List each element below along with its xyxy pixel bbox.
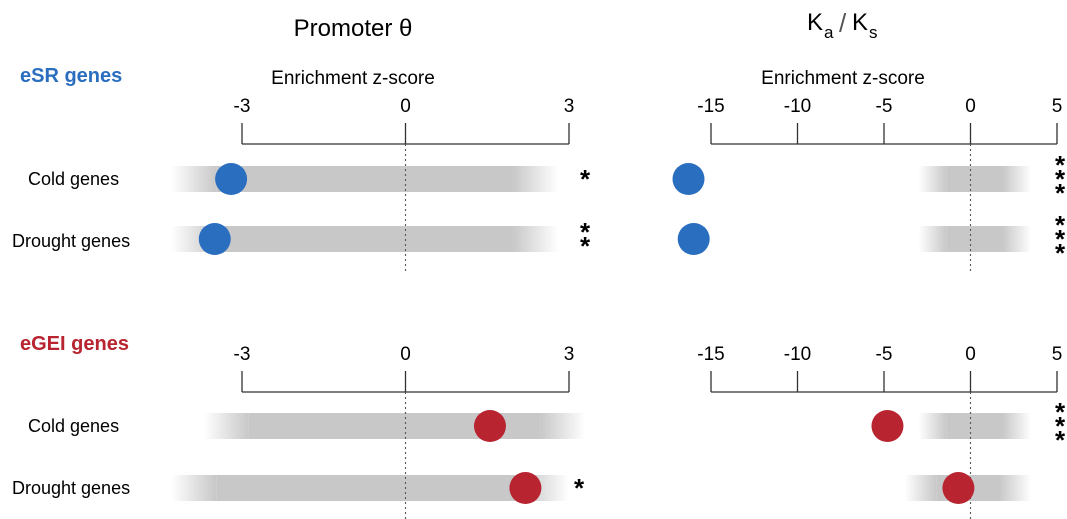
null-bar-core: [946, 413, 1003, 439]
x-tick-label: 3: [564, 344, 575, 365]
null-bar-fade-right: [1002, 166, 1032, 192]
significance-label: ***: [1055, 210, 1066, 268]
null-bar-fade-left: [918, 413, 947, 439]
null-bar: [918, 166, 1032, 192]
null-bar-core: [216, 166, 514, 192]
significance-star: *: [1055, 178, 1066, 208]
significance-label: *: [580, 164, 591, 194]
x-tick-label: 3: [564, 96, 575, 117]
null-bar-fade-right: [540, 413, 586, 439]
null-bar-fade-left: [918, 226, 947, 252]
data-point: [215, 163, 248, 195]
significance-star: *: [1055, 150, 1066, 180]
null-bar-fade-right: [1002, 226, 1032, 252]
null-bar-fade-left: [171, 166, 217, 192]
null-bar-fade-left: [203, 413, 249, 439]
panel-1: -3 0 3***: [171, 96, 591, 272]
significance-star: *: [1055, 238, 1066, 268]
kaks-slash: /: [839, 8, 847, 38]
panel-2: -15 -10 -5 0 5******: [672, 96, 1066, 272]
significance-star: *: [580, 231, 591, 261]
group-label-egei: eGEI genes: [20, 333, 129, 355]
x-tick-label: -10: [784, 96, 811, 117]
data-point: [871, 410, 904, 442]
x-tick-label: -10: [784, 344, 811, 365]
x-tick-label: 5: [1052, 344, 1063, 365]
x-tick-label: 0: [965, 344, 976, 365]
null-bar-fade-right: [999, 475, 1032, 501]
significance-star: *: [1055, 224, 1066, 254]
row-label-egei-cold: Cold genes: [28, 416, 119, 436]
data-point: [672, 163, 705, 195]
null-bar: [918, 413, 1032, 439]
data-point: [942, 472, 975, 504]
null-bar-core: [946, 226, 1003, 252]
null-bar-fade-left: [918, 166, 947, 192]
data-point: [198, 223, 231, 255]
row-label-egei-drought: Drought genes: [12, 478, 130, 498]
panel-4: -15 -10 -5 0 5 ***: [697, 344, 1066, 519]
kaks-k-s: K: [852, 9, 868, 36]
significance-star: *: [574, 473, 585, 503]
x-tick-label: -3: [234, 96, 251, 117]
row-label-esr-drought: Drought genes: [12, 231, 130, 251]
significance-star: *: [1055, 397, 1066, 427]
null-bar-core: [216, 226, 514, 252]
null-bar-fade-right: [513, 226, 559, 252]
significance-label: ***: [1055, 150, 1066, 208]
x-tick-label: -5: [876, 96, 893, 117]
null-bar-fade-left: [171, 475, 217, 501]
kaks-sub-a: a: [824, 23, 834, 42]
significance-star: *: [1055, 425, 1066, 455]
null-bar: [918, 226, 1032, 252]
null-bar: [171, 166, 559, 192]
x-tick-label: -15: [697, 96, 724, 117]
axis-title-kaks: Enrichment z-score: [761, 68, 925, 89]
significance-star: *: [1055, 164, 1066, 194]
null-bar-fade-left: [904, 475, 937, 501]
significance-star: *: [580, 164, 591, 194]
significance-star: *: [580, 217, 591, 247]
data-point: [677, 223, 710, 255]
panels: -3 0 3***-15 -10 -5 0 5******-3 0 3*-15 -10 -5 0 5**…: [171, 96, 1066, 519]
significance-star: *: [1055, 411, 1066, 441]
x-tick-label: 0: [400, 96, 411, 117]
kaks-k-a: K: [807, 9, 823, 36]
null-bar: [171, 475, 569, 501]
x-tick-label: 5: [1052, 96, 1063, 117]
significance-star: *: [1055, 210, 1066, 240]
data-point: [509, 472, 542, 504]
axis-title-promoter: Enrichment z-score: [271, 68, 435, 89]
x-tick-label: -3: [234, 344, 251, 365]
null-bar-core: [216, 475, 524, 501]
data-point: [473, 410, 506, 442]
x-tick-label: 0: [965, 96, 976, 117]
row-label-esr-cold: Cold genes: [28, 169, 119, 189]
null-bar-fade-right: [513, 166, 559, 192]
significance-label: **: [580, 217, 591, 261]
x-tick-label: -15: [697, 344, 724, 365]
x-tick-label: -5: [876, 344, 893, 365]
col-title-kaks: K a / K s: [807, 8, 878, 42]
null-bar-fade-right: [1002, 413, 1032, 439]
kaks-sub-s: s: [869, 23, 878, 42]
col-title-promoter: Promoter θ: [294, 15, 413, 42]
group-label-esr: eSR genes: [20, 65, 122, 87]
x-tick-label: 0: [400, 344, 411, 365]
panel-3: -3 0 3 *: [171, 344, 586, 519]
null-bar-core: [946, 166, 1003, 192]
null-bar: [203, 413, 586, 439]
significance-label: *: [574, 473, 585, 503]
significance-label: ***: [1055, 397, 1066, 455]
